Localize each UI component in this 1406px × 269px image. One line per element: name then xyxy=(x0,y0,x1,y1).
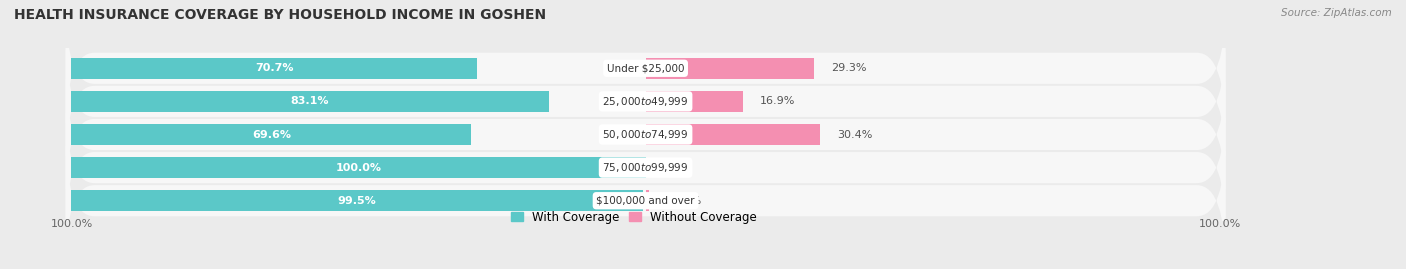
Bar xyxy=(72,190,643,211)
Bar xyxy=(645,91,742,112)
Legend: With Coverage, Without Coverage: With Coverage, Without Coverage xyxy=(506,206,762,228)
Text: 30.4%: 30.4% xyxy=(838,129,873,140)
Text: 16.9%: 16.9% xyxy=(759,96,796,107)
Bar xyxy=(72,58,478,79)
FancyBboxPatch shape xyxy=(66,100,1226,235)
Text: 0.53%: 0.53% xyxy=(666,196,702,206)
Bar xyxy=(72,157,645,178)
Text: 70.7%: 70.7% xyxy=(254,63,294,73)
Bar xyxy=(645,124,820,145)
Text: $75,000 to $99,999: $75,000 to $99,999 xyxy=(602,161,689,174)
Text: $100,000 and over: $100,000 and over xyxy=(596,196,695,206)
FancyBboxPatch shape xyxy=(66,34,1226,169)
Text: Under $25,000: Under $25,000 xyxy=(607,63,685,73)
Text: $25,000 to $49,999: $25,000 to $49,999 xyxy=(602,95,689,108)
Text: 100.0%: 100.0% xyxy=(336,162,381,173)
Text: 69.6%: 69.6% xyxy=(252,129,291,140)
Text: HEALTH INSURANCE COVERAGE BY HOUSEHOLD INCOME IN GOSHEN: HEALTH INSURANCE COVERAGE BY HOUSEHOLD I… xyxy=(14,8,546,22)
FancyBboxPatch shape xyxy=(66,133,1226,268)
Text: $50,000 to $74,999: $50,000 to $74,999 xyxy=(602,128,689,141)
Bar xyxy=(645,58,814,79)
FancyBboxPatch shape xyxy=(66,1,1226,136)
FancyBboxPatch shape xyxy=(66,67,1226,202)
Text: Source: ZipAtlas.com: Source: ZipAtlas.com xyxy=(1281,8,1392,18)
Text: 0.0%: 0.0% xyxy=(662,162,692,173)
Text: 100.0%: 100.0% xyxy=(1198,219,1241,229)
Text: 99.5%: 99.5% xyxy=(337,196,377,206)
Bar xyxy=(72,91,548,112)
Text: 29.3%: 29.3% xyxy=(831,63,866,73)
Bar xyxy=(72,124,471,145)
Text: 100.0%: 100.0% xyxy=(51,219,93,229)
Bar xyxy=(645,190,648,211)
Text: 83.1%: 83.1% xyxy=(291,96,329,107)
